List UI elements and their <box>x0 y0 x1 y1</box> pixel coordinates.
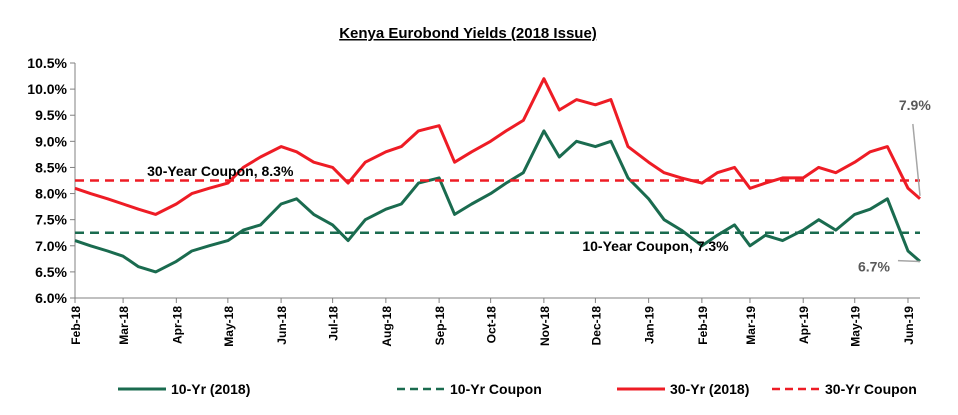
y-tick-label: 10.0% <box>27 81 67 97</box>
x-tick-label: Mar-19 <box>744 306 758 345</box>
annotation-30yr-last-value: 7.9% <box>899 97 931 113</box>
plot-area: 6.0% 6.5% 7.0% 7.5% 8.0% 8.5% 9.0% 9.5% 10.0% 10.… <box>27 55 931 347</box>
y-tick-label: 9.0% <box>35 133 67 149</box>
x-tick-label: Mar-18 <box>117 306 131 345</box>
x-tick-label: Jun-19 <box>902 306 916 345</box>
x-tick-label: Dec-18 <box>589 306 603 346</box>
legend-label-30-yr-2018: 30-Yr (2018) <box>670 381 749 397</box>
callout-leader-30yr <box>912 123 921 196</box>
series-line-30-yr-2018 <box>74 77 921 216</box>
annotation-10yr-coupon: 10-Year Coupon, 7.3% <box>582 238 729 254</box>
y-tick-label: 10.5% <box>27 55 67 71</box>
x-tick-label: Oct-18 <box>485 306 499 344</box>
chart-title: Kenya Eurobond Yields (2018 Issue) <box>339 25 597 42</box>
legend-label-30-yr-coupon: 30-Yr Coupon <box>825 381 917 397</box>
legend: 10-Yr (2018) 10-Yr Coupon 30-Yr (2018) 30-Y… <box>118 381 917 397</box>
x-tick-label: Sep-18 <box>433 306 447 346</box>
x-tick-label: May-18 <box>222 306 236 347</box>
y-tick-label: 8.0% <box>35 186 67 202</box>
x-tick-label: Feb-18 <box>69 306 83 345</box>
y-tick-label: 9.5% <box>35 107 67 123</box>
x-tick-label: Feb-19 <box>696 306 710 345</box>
x-tick-label: May-19 <box>849 306 863 347</box>
legend-label-10-yr-coupon: 10-Yr Coupon <box>450 381 542 397</box>
y-tick-label: 6.0% <box>35 290 67 306</box>
x-tick-label: Jan-19 <box>643 306 657 344</box>
annotation-10yr-last-value: 6.7% <box>858 259 890 275</box>
y-tick-label: 7.5% <box>35 212 67 228</box>
y-tick-label: 6.5% <box>35 264 67 280</box>
x-tick-label: Jul-18 <box>327 306 341 341</box>
legend-label-10-yr-2018: 10-Yr (2018) <box>171 381 250 397</box>
x-tick-label: Aug-18 <box>380 306 394 347</box>
callout-leader-10yr <box>897 259 921 263</box>
x-tick-label: Nov-18 <box>538 306 552 346</box>
annotation-30yr-coupon: 30-Year Coupon, 8.3% <box>147 163 294 179</box>
y-tick-label: 8.5% <box>35 159 67 175</box>
x-tick-label: Jun-18 <box>275 306 289 345</box>
x-tick-label: Apr-18 <box>170 306 184 344</box>
x-tick-label: Apr-19 <box>797 306 811 344</box>
y-tick-label: 7.0% <box>35 238 67 254</box>
series-line-10-yr-2018 <box>74 129 921 274</box>
